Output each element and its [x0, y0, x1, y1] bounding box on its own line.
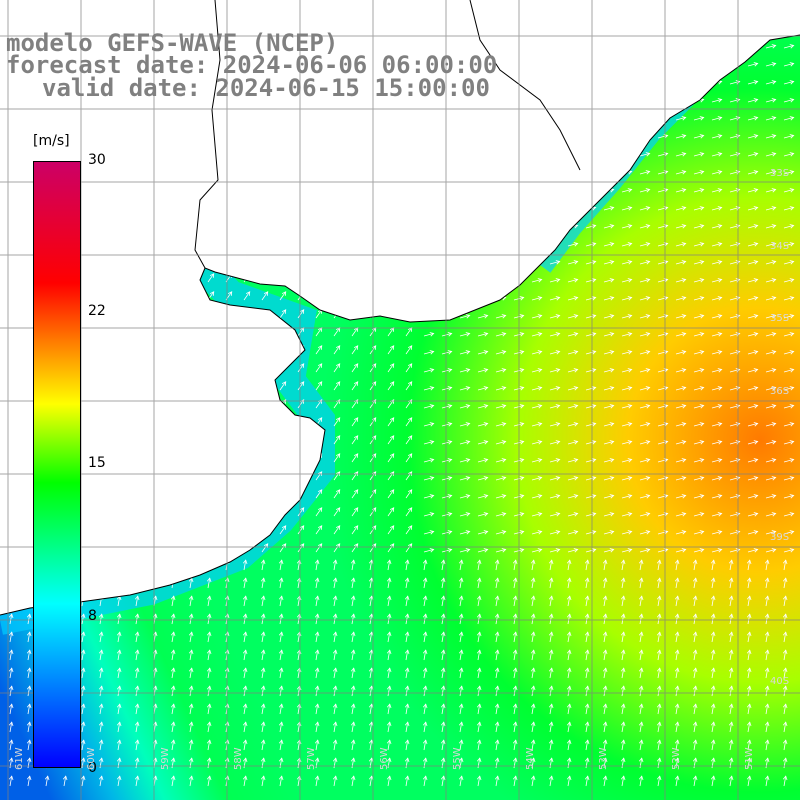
colorbar-unit: [m/s]	[33, 133, 70, 149]
lon-label-56w: 56W	[379, 747, 390, 770]
colorbar-tick-0: 0	[88, 760, 97, 776]
lon-label-52w: 52W	[671, 747, 682, 770]
lat-label-33s: 33S	[770, 168, 790, 179]
colorbar	[33, 161, 81, 768]
lon-label-61w: 61W	[14, 747, 25, 770]
lon-label-60w: 60W	[86, 747, 97, 770]
lat-label-36s: 36S	[770, 386, 790, 397]
lon-label-57w: 57W	[306, 747, 317, 770]
coastline	[0, 34, 800, 616]
forecast-date: forecast date: 2024-06-06 06:00:00	[6, 51, 498, 79]
model-title: modelo GEFS-WAVE (NCEP)	[6, 29, 339, 57]
lat-label-40s: 40S	[770, 676, 790, 687]
lat-label-35s: 35S	[770, 313, 790, 324]
valid-date: valid date: 2024-06-15 15:00:00	[42, 74, 490, 102]
lon-label-59w: 59W	[160, 747, 171, 770]
colorbar-tick-15: 15	[88, 455, 106, 471]
lon-label-54w: 54W	[525, 747, 536, 770]
lon-label-58w: 58W	[233, 747, 244, 770]
colorbar-tick-22: 22	[88, 303, 106, 319]
lon-label-51w: 51W	[744, 747, 755, 770]
lat-label-39s: 39S	[770, 532, 790, 543]
colorbar-tick-30: 30	[88, 152, 106, 168]
lon-label-55w: 55W	[452, 747, 463, 770]
lat-label-34s: 34S	[770, 241, 790, 252]
colorbar-tick-8: 8	[88, 608, 97, 624]
land-mass	[0, 0, 800, 615]
lon-label-53w: 53W	[598, 747, 609, 770]
